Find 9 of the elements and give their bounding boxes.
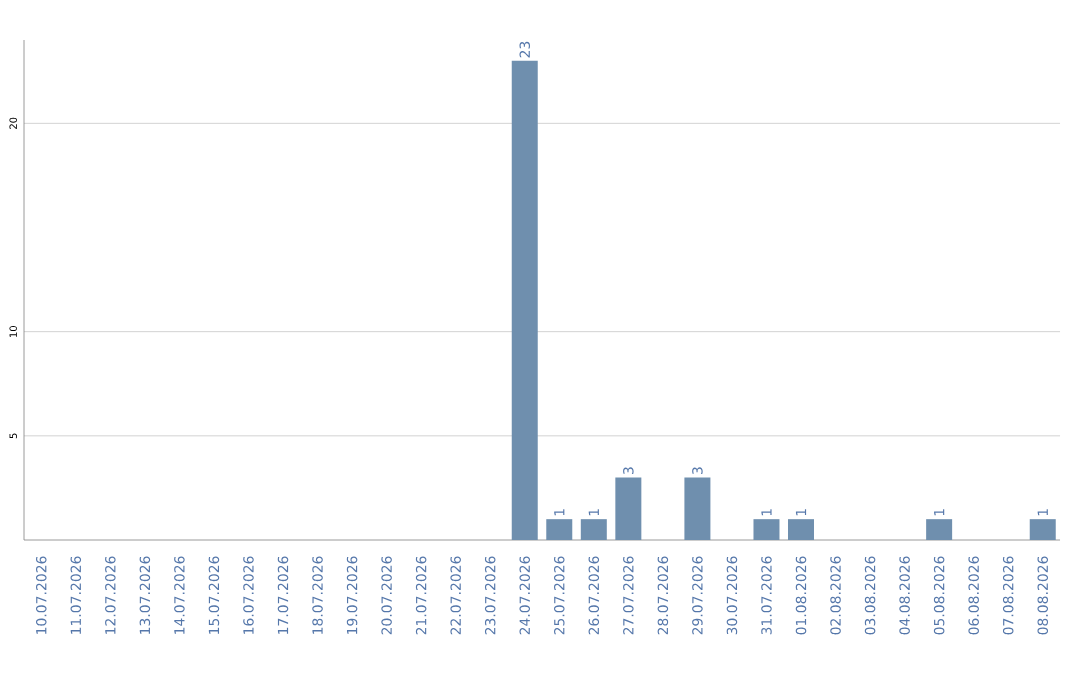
bar (580, 519, 607, 540)
bar (753, 519, 780, 540)
bar (546, 519, 573, 540)
bar (788, 519, 815, 540)
bar (1029, 519, 1056, 540)
bar (926, 519, 953, 540)
bar (511, 60, 538, 540)
bar (684, 477, 711, 540)
bar (615, 477, 642, 540)
